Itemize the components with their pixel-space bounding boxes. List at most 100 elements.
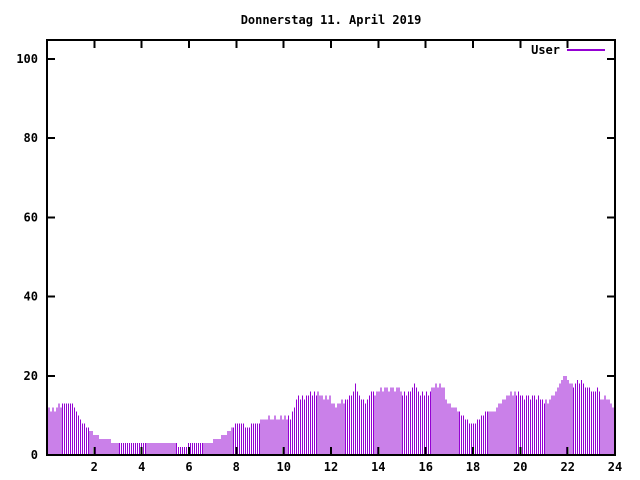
bar — [290, 419, 292, 455]
bar — [72, 403, 74, 455]
bar — [205, 443, 207, 455]
bar — [292, 411, 294, 455]
bar — [400, 391, 402, 455]
bar — [235, 423, 237, 455]
bar — [506, 395, 508, 455]
bar — [201, 443, 203, 455]
bar — [288, 415, 290, 455]
bar — [431, 387, 433, 455]
bar — [445, 399, 447, 455]
bar — [514, 391, 516, 455]
bar — [588, 387, 590, 455]
bar — [303, 399, 305, 455]
bar — [142, 443, 144, 455]
bar — [213, 439, 215, 455]
legend-line-sample — [567, 48, 605, 51]
bar — [189, 443, 191, 455]
bar — [250, 423, 252, 455]
bar — [382, 391, 384, 455]
x-tick-label: 6 — [185, 460, 192, 474]
bar — [569, 383, 571, 455]
x-tick-label: 18 — [466, 460, 480, 474]
bar — [545, 399, 547, 455]
bar — [415, 387, 417, 455]
bar — [359, 395, 360, 455]
bar — [455, 407, 457, 455]
bar — [243, 423, 245, 455]
bar — [541, 399, 543, 455]
bar — [103, 439, 105, 455]
bar — [262, 419, 264, 455]
bar — [66, 403, 68, 455]
bar — [516, 395, 518, 455]
bar — [276, 419, 278, 455]
bar — [164, 443, 166, 455]
bar — [219, 439, 221, 455]
bar — [535, 399, 537, 455]
y-tick-label: 40 — [24, 290, 38, 304]
bar — [266, 419, 268, 455]
bar — [547, 403, 549, 455]
bar — [583, 383, 585, 455]
bar — [225, 435, 227, 455]
bar — [203, 443, 205, 455]
bar — [565, 375, 567, 455]
bar — [195, 443, 197, 455]
bar — [471, 423, 473, 455]
bar — [333, 403, 335, 455]
bar — [610, 403, 612, 455]
bar — [419, 395, 421, 455]
bar — [272, 419, 274, 455]
bar — [374, 395, 376, 455]
bar — [91, 431, 93, 455]
bar — [109, 439, 111, 455]
bar — [429, 391, 431, 455]
bar — [526, 395, 528, 455]
bar — [331, 403, 333, 455]
bar — [594, 391, 596, 455]
bar — [319, 395, 321, 455]
bar — [256, 423, 258, 455]
bar — [345, 399, 347, 455]
bar — [197, 443, 199, 455]
bar — [394, 391, 396, 455]
bar — [309, 391, 311, 455]
bar — [417, 391, 419, 455]
x-tick-label: 22 — [560, 460, 574, 474]
bar — [150, 443, 152, 455]
bar — [315, 395, 317, 455]
bar — [87, 427, 89, 455]
bar — [95, 435, 97, 455]
bar — [412, 387, 414, 455]
bar — [518, 391, 520, 455]
bar — [586, 387, 588, 455]
bar — [520, 395, 522, 455]
bar — [392, 387, 394, 455]
bar — [388, 391, 390, 455]
bar — [408, 391, 410, 455]
bar — [168, 443, 170, 455]
y-tick-label: 0 — [31, 448, 38, 462]
bar — [494, 411, 496, 455]
bar — [207, 443, 209, 455]
bar — [414, 383, 416, 455]
bar — [77, 415, 79, 455]
bar — [296, 399, 298, 455]
y-tick-label: 80 — [24, 131, 38, 145]
bar — [50, 411, 52, 455]
bar — [396, 387, 398, 455]
bar — [351, 395, 353, 455]
bar — [447, 403, 449, 455]
bar — [498, 403, 500, 455]
bar — [472, 423, 474, 455]
bar — [211, 443, 213, 455]
plot-border — [46, 39, 616, 456]
bar — [376, 391, 378, 455]
x-tick-label: 4 — [138, 460, 145, 474]
bar — [229, 431, 231, 455]
bar — [343, 403, 345, 455]
bar — [156, 443, 158, 455]
bar — [341, 399, 343, 455]
bar — [239, 423, 241, 455]
bar — [482, 415, 484, 455]
